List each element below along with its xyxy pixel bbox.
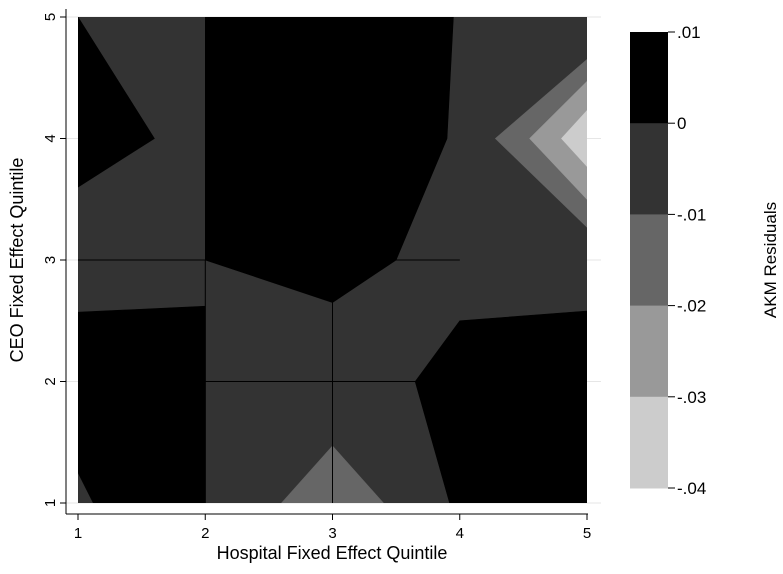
x-tick-label: 1 [74, 525, 82, 542]
y-tick-label: 2 [42, 377, 59, 385]
colorbar: .01 0 -.01 -.02 -.03 -.04 [630, 23, 706, 498]
colorbar-tick-label: 0 [677, 114, 686, 133]
colorbar-tick-label: -.03 [677, 388, 706, 407]
x-tick-label: 3 [328, 525, 336, 542]
y-tick-label: 5 [42, 13, 59, 21]
y-axis-title: CEO Fixed Effect Quintile [7, 158, 27, 363]
colorbar-segment-2 [630, 214, 668, 307]
y-tick-label: 1 [42, 499, 59, 507]
contour-region-1 [78, 17, 155, 188]
contour-region-4 [414, 310, 587, 503]
x-axis-title: Hospital Fixed Effect Quintile [217, 543, 448, 563]
x-tick-label: 4 [456, 525, 464, 542]
colorbar-segment-3 [630, 305, 668, 398]
axes: 1 2 3 4 5 1 2 3 4 5 [42, 9, 591, 542]
x-tick-label: 2 [201, 525, 209, 542]
contour-regions [78, 17, 587, 503]
y-tick-label: 4 [42, 134, 59, 142]
colorbar-tick-label: -.01 [677, 205, 706, 224]
contour-region-3 [78, 305, 206, 503]
contour-region-2 [205, 17, 454, 303]
colorbar-tick-label: .01 [677, 23, 701, 42]
plot-area [78, 17, 587, 503]
y-tick-label: 3 [42, 256, 59, 264]
colorbar-tick-label: -.02 [677, 297, 706, 316]
colorbar-title: AKM Residuals [761, 202, 780, 318]
colorbar-segment-1 [630, 123, 668, 215]
x-tick-label: 5 [583, 525, 591, 542]
contour-region-8 [561, 110, 587, 167]
colorbar-segment-0 [630, 32, 668, 124]
colorbar-segment-4 [630, 396, 668, 489]
colorbar-tick-label: -.04 [677, 479, 706, 498]
contour-region-7 [529, 80, 587, 200]
